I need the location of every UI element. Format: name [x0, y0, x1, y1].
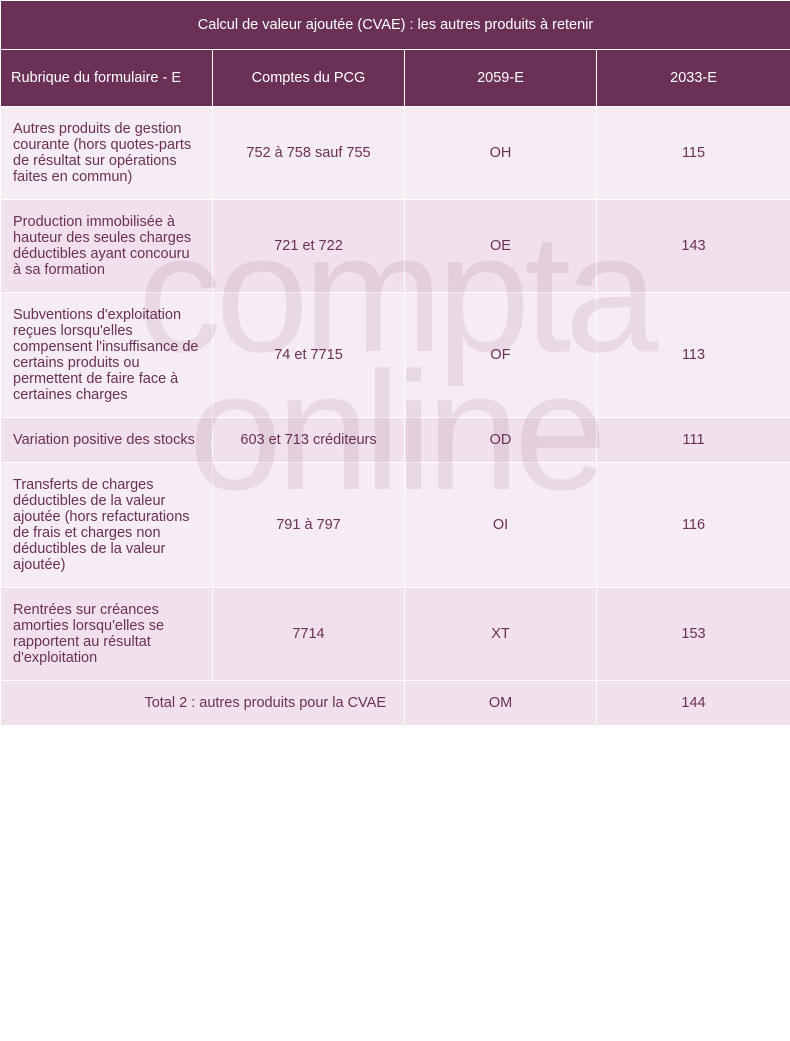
- table-title: Calcul de valeur ajoutée (CVAE) : les au…: [1, 1, 790, 50]
- total-row: Total 2 : autres produits pour la CVAE O…: [1, 681, 790, 726]
- cell-2033e: 116: [597, 463, 790, 588]
- cell-2059e: OD: [405, 418, 597, 463]
- table-row: Rentrées sur créances amorties lorsqu'el…: [1, 588, 790, 681]
- cell-desc: Production immobilisée à hauteur des seu…: [1, 200, 213, 293]
- table-row: Subventions d'exploitation reçues lorsqu…: [1, 293, 790, 418]
- table-row: Production immobilisée à hauteur des seu…: [1, 200, 790, 293]
- cell-pcg: 752 à 758 sauf 755: [213, 107, 405, 200]
- table-row: Transferts de charges déductibles de la …: [1, 463, 790, 588]
- cell-desc: Variation positive des stocks: [1, 418, 213, 463]
- total-label: Total 2 : autres produits pour la CVAE: [1, 681, 405, 726]
- cell-pcg: 603 et 713 créditeurs: [213, 418, 405, 463]
- title-row: Calcul de valeur ajoutée (CVAE) : les au…: [1, 1, 790, 50]
- cell-desc: Autres produits de gestion courante (hor…: [1, 107, 213, 200]
- cvae-table-container: compta online Calcul de valeur ajoutée (…: [0, 0, 790, 726]
- cell-pcg: 721 et 722: [213, 200, 405, 293]
- cell-2059e: XT: [405, 588, 597, 681]
- cvae-table: Calcul de valeur ajoutée (CVAE) : les au…: [0, 0, 790, 726]
- header-row: Rubrique du formulaire - E Comptes du PC…: [1, 50, 790, 107]
- col-header-2059e: 2059-E: [405, 50, 597, 107]
- col-header-pcg: Comptes du PCG: [213, 50, 405, 107]
- cell-2033e: 111: [597, 418, 790, 463]
- col-header-rubrique: Rubrique du formulaire - E: [1, 50, 213, 107]
- cell-2059e: OH: [405, 107, 597, 200]
- cell-2033e: 115: [597, 107, 790, 200]
- cell-2059e: OI: [405, 463, 597, 588]
- cell-pcg: 791 à 797: [213, 463, 405, 588]
- total-2059e: OM: [405, 681, 597, 726]
- cell-2059e: OE: [405, 200, 597, 293]
- cell-2033e: 153: [597, 588, 790, 681]
- table-row: Variation positive des stocks 603 et 713…: [1, 418, 790, 463]
- cell-desc: Rentrées sur créances amorties lorsqu'el…: [1, 588, 213, 681]
- cell-desc: Subventions d'exploitation reçues lorsqu…: [1, 293, 213, 418]
- cell-2033e: 113: [597, 293, 790, 418]
- cell-pcg: 7714: [213, 588, 405, 681]
- total-2033e: 144: [597, 681, 790, 726]
- table-row: Autres produits de gestion courante (hor…: [1, 107, 790, 200]
- col-header-2033e: 2033-E: [597, 50, 790, 107]
- cell-pcg: 74 et 7715: [213, 293, 405, 418]
- cell-2059e: OF: [405, 293, 597, 418]
- cell-desc: Transferts de charges déductibles de la …: [1, 463, 213, 588]
- cell-2033e: 143: [597, 200, 790, 293]
